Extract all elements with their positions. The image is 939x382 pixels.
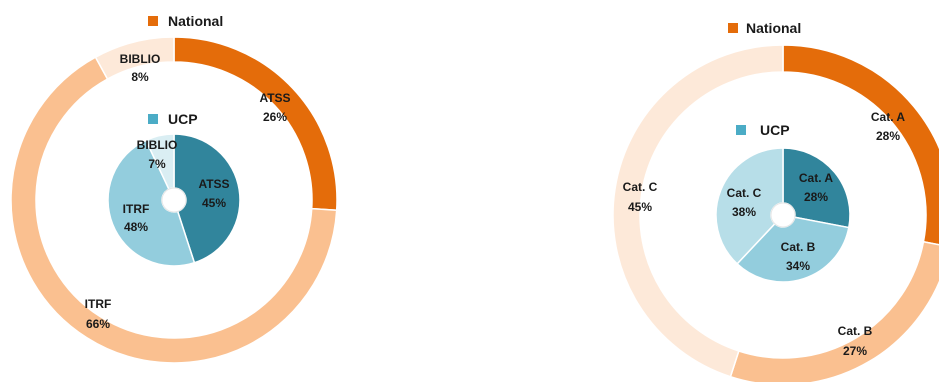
label-ucp-biblio-value: 7%: [148, 157, 166, 171]
label-national-cat-c-category: Cat. C: [623, 180, 658, 194]
chart-1-center-hole: [161, 187, 187, 213]
legend-label-ucp: UCP: [168, 111, 198, 127]
label-ucp-cat-a-category: Cat. A: [799, 171, 834, 185]
national-slice-biblio: [94, 36, 175, 81]
legend-swatch-ucp: [148, 114, 158, 124]
chart-1-outer-ring: [10, 36, 338, 364]
label-national-cat-a-category: Cat. A: [871, 110, 906, 124]
label-national-cat-c-value: 45%: [628, 200, 652, 214]
label-national-cat-b-value: 27%: [843, 344, 867, 358]
label-national-itrf-category: ITRF: [85, 297, 112, 311]
national-slice-itrf: [10, 56, 338, 364]
chart-1-legend: National UCP: [148, 13, 223, 127]
legend-swatch-national: [728, 23, 738, 33]
label-ucp-cat-c-category: Cat. C: [727, 186, 762, 200]
national-slice-cat-c: [612, 44, 784, 378]
label-ucp-atss-value: 45%: [202, 196, 226, 210]
chart-2: National UCP Cat. A 28% Cat. B 27% Cat. …: [612, 20, 939, 382]
label-ucp-itrf-category: ITRF: [123, 202, 150, 216]
label-ucp-atss-category: ATSS: [198, 177, 229, 191]
legend-label-national: National: [746, 20, 801, 36]
chart-1: National UCP ATSS 26% ITRF 66% BIBLIO 8%…: [10, 13, 338, 364]
label-ucp-cat-b-value: 34%: [786, 259, 810, 273]
label-national-atss-value: 26%: [263, 110, 287, 124]
legend-label-national: National: [168, 13, 223, 29]
chart-2-center-hole: [770, 202, 796, 228]
label-national-biblio-category: BIBLIO: [120, 52, 161, 66]
legend-label-ucp: UCP: [760, 122, 790, 138]
legend-swatch-ucp: [736, 125, 746, 135]
label-national-biblio-value: 8%: [131, 70, 149, 84]
national-slice-cat-a: [782, 44, 939, 246]
label-ucp-cat-a-value: 28%: [804, 190, 828, 204]
label-ucp-cat-c-value: 38%: [732, 205, 756, 219]
label-national-cat-b-category: Cat. B: [838, 324, 873, 338]
label-national-itrf-value: 66%: [86, 317, 110, 331]
chart-2-legend: National UCP: [728, 20, 801, 138]
label-national-cat-a-value: 28%: [876, 129, 900, 143]
legend-swatch-national: [148, 16, 158, 26]
label-ucp-itrf-value: 48%: [124, 220, 148, 234]
chart-2-outer-ring: [612, 44, 939, 382]
label-ucp-cat-b-category: Cat. B: [781, 240, 816, 254]
label-ucp-biblio-category: BIBLIO: [137, 138, 178, 152]
chart-2-inner-pie: [715, 147, 851, 283]
label-national-atss-category: ATSS: [259, 91, 290, 105]
